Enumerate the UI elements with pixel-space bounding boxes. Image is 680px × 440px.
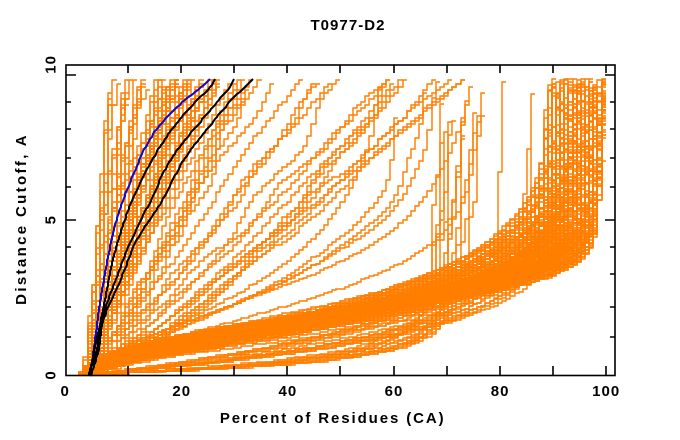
svg-text:0: 0 xyxy=(61,383,69,400)
svg-text:100: 100 xyxy=(592,383,620,400)
svg-text:10: 10 xyxy=(43,55,60,74)
svg-text:5: 5 xyxy=(43,216,60,224)
svg-text:60: 60 xyxy=(385,383,404,400)
svg-text:0: 0 xyxy=(43,371,60,379)
svg-text:Percent of Residues (CA): Percent of Residues (CA) xyxy=(220,410,446,427)
svg-text:20: 20 xyxy=(172,383,191,400)
svg-text:T0977-D2: T0977-D2 xyxy=(310,17,385,34)
svg-text:80: 80 xyxy=(491,383,510,400)
svg-text:40: 40 xyxy=(279,383,298,400)
svg-text:Distance Cutoff, A: Distance Cutoff, A xyxy=(13,133,30,305)
